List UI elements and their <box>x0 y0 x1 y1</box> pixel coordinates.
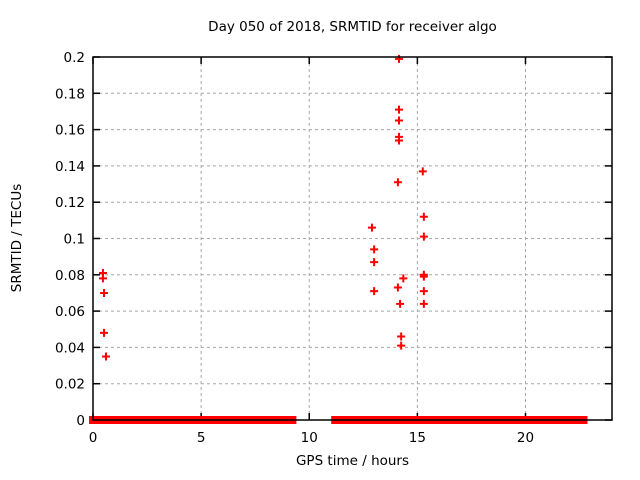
data-point <box>397 341 406 350</box>
data-point <box>393 178 402 187</box>
y-tick-label: 0.14 <box>55 159 85 175</box>
chart-title: Day 050 of 2018, SRMTID for receiver alg… <box>208 19 497 35</box>
data-point <box>397 332 406 341</box>
y-tick-label: 0.2 <box>64 50 85 66</box>
data-point <box>419 212 428 221</box>
x-tick-label: 15 <box>409 430 426 446</box>
data-point <box>419 232 428 241</box>
x-tick-label: 0 <box>89 430 98 446</box>
y-tick-label: 0.12 <box>55 195 85 211</box>
y-tick-label: 0.16 <box>55 123 85 139</box>
data-point <box>419 299 428 308</box>
data-point <box>100 288 109 297</box>
data-point <box>101 352 110 361</box>
y-tick-label: 0.18 <box>55 86 85 102</box>
x-axis-label: GPS time / hours <box>295 453 410 469</box>
data-point <box>396 299 405 308</box>
data-point <box>394 116 403 125</box>
y-axis-label: SRMTID / TECUs <box>9 183 25 293</box>
data-point <box>419 287 428 296</box>
y-tick-label: 0.1 <box>64 232 85 248</box>
y-tick-label: 0.02 <box>55 377 85 393</box>
data-point <box>419 272 428 281</box>
y-tick-label: 0.04 <box>55 340 85 356</box>
data-point <box>370 245 379 254</box>
data-point <box>394 54 403 63</box>
data-point <box>393 283 402 292</box>
data-point <box>399 274 408 283</box>
data-point <box>394 136 403 145</box>
plot-border <box>92 56 613 421</box>
data-point <box>98 274 107 283</box>
y-tick-label: 0 <box>76 413 85 429</box>
x-tick-label: 5 <box>197 430 206 446</box>
x-tick-label: 10 <box>301 430 318 446</box>
data-point <box>100 328 109 337</box>
data-point <box>367 223 376 232</box>
data-point <box>370 258 379 267</box>
y-tick-label: 0.08 <box>55 268 85 284</box>
data-point <box>394 105 403 114</box>
y-tick-label: 0.06 <box>55 304 85 320</box>
data-point <box>370 287 379 296</box>
data-point <box>418 167 427 176</box>
x-tick-label: 20 <box>517 430 534 446</box>
